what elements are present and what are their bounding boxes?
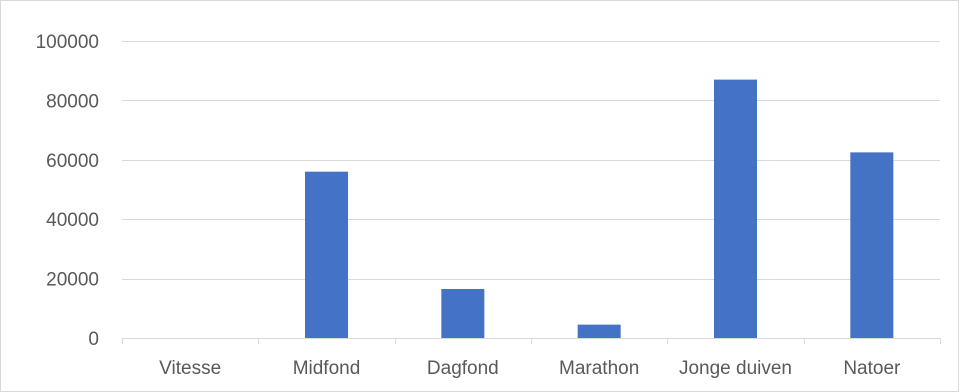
x-tick-label-vitesse: Vitesse [159,358,221,379]
y-tick-label-0: 0 [88,329,99,350]
x-tick-label-natoer: Natoer [843,358,901,379]
y-tick-label-80000: 80000 [46,91,99,112]
x-tick-labels: Vitesse Midfond Dagfond Marathon Jonge d… [159,358,901,379]
y-tick-labels: 0 20000 40000 60000 80000 100000 [36,32,99,350]
x-tick-label-midfond: Midfond [293,358,361,379]
y-tick-label-100000: 100000 [36,32,99,53]
category-separators [122,338,941,344]
x-tick-label-dagfond: Dagfond [427,358,499,379]
bar-midfond [441,288,485,338]
bar-vitesse [305,171,348,338]
x-tick-label-jonge-duiven: Jonge duiven [679,358,792,379]
y-tick-label-40000: 40000 [46,210,99,231]
gridlines [122,41,940,339]
bars [305,79,894,339]
bar-jonge-duiven [850,152,894,338]
bar-marathon [714,79,757,339]
y-tick-label-60000: 60000 [46,151,99,172]
bar-dagfond [577,324,621,338]
y-tick-label-20000: 20000 [46,270,99,291]
x-tick-label-marathon: Marathon [559,358,639,379]
